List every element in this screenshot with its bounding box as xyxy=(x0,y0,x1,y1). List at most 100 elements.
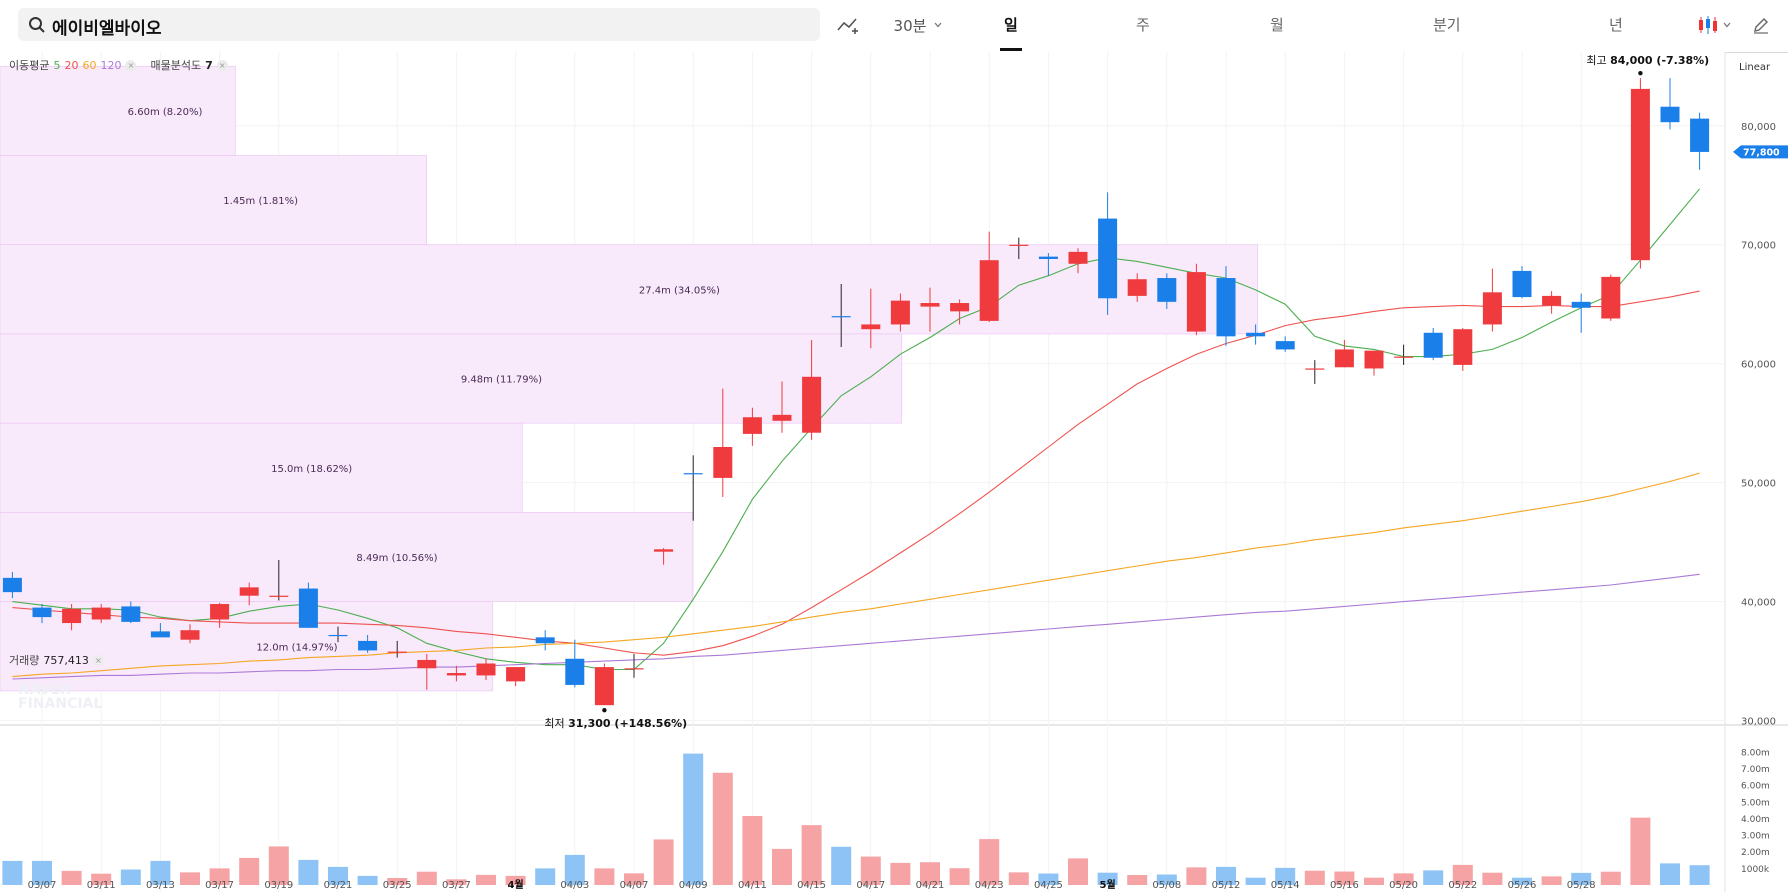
chart-type-select[interactable] xyxy=(1694,9,1734,41)
candle-body xyxy=(1305,368,1325,370)
x-axis-date-label: 05/28 xyxy=(1567,880,1596,891)
close-icon[interactable]: × xyxy=(125,59,137,71)
volume-bar xyxy=(1068,858,1088,885)
candle-body xyxy=(1246,332,1266,337)
candle xyxy=(1571,293,1591,333)
x-axis-date-label: 4월 xyxy=(508,879,524,891)
candle xyxy=(1630,78,1650,269)
volume-bar xyxy=(801,825,822,885)
scale-mode-button[interactable]: Linear xyxy=(1739,62,1771,73)
candle xyxy=(1216,266,1236,346)
volume-bar xyxy=(91,873,112,885)
volume-bar xyxy=(357,875,378,885)
candle xyxy=(1364,350,1384,376)
candle-body xyxy=(713,446,733,478)
candle-body xyxy=(446,673,466,676)
x-axis-date-label: 04/23 xyxy=(975,880,1004,891)
candle xyxy=(624,653,644,678)
candle-body xyxy=(1571,301,1591,308)
candlestick-chart[interactable]: 6.60m (8.20%) 1.45m (1.81%) 27.4m (34.05%)… xyxy=(0,52,1788,892)
candle xyxy=(742,407,762,446)
volume-bar xyxy=(61,870,82,885)
chart-area[interactable]: 6.60m (8.20%) 1.45m (1.81%) 27.4m (34.05%)… xyxy=(0,52,1788,892)
volume-profile-label: 8.49m (10.56%) xyxy=(356,553,437,564)
x-axis-date-label: 03/21 xyxy=(324,880,353,891)
x-axis-date-label: 04/07 xyxy=(620,880,649,891)
candle-body xyxy=(920,303,940,307)
stock-search-box[interactable]: 에이비엘바이오 xyxy=(18,8,820,41)
volume-bar xyxy=(683,753,704,885)
volume-profile-label: 1.45m (1.81%) xyxy=(223,196,298,207)
candle-body xyxy=(150,631,170,638)
volume-bar xyxy=(416,871,437,885)
candle xyxy=(861,288,881,349)
tab-day[interactable]: 일 xyxy=(1004,16,1018,34)
x-axis-date-label: 04/21 xyxy=(916,880,945,891)
x-axis-date-label: 05/12 xyxy=(1212,880,1241,891)
watermark-logo: NAVER FINANCIAL xyxy=(18,682,103,712)
candle-body xyxy=(239,587,259,596)
volume-bar xyxy=(328,866,348,885)
x-axis-date-label: 03/07 xyxy=(28,880,57,891)
candle xyxy=(1275,336,1295,352)
candle-body xyxy=(535,637,555,644)
volume-profile-value: 7 xyxy=(205,58,213,72)
candle-body xyxy=(269,595,289,597)
volume-bar xyxy=(1393,873,1414,885)
x-axis-date-label: 03/27 xyxy=(442,880,471,891)
candle-body xyxy=(1453,329,1473,365)
candle xyxy=(594,663,614,706)
close-icon[interactable]: × xyxy=(216,59,228,71)
candle-body xyxy=(683,473,703,475)
candle-body xyxy=(328,634,348,637)
volume-bar xyxy=(1216,866,1236,885)
candle-body xyxy=(1216,278,1236,337)
candle xyxy=(1660,78,1680,130)
x-axis-date-label: 04/15 xyxy=(797,880,826,891)
volume-bar xyxy=(1127,875,1148,885)
ma-period-60: 60 xyxy=(82,58,97,72)
search-icon xyxy=(29,17,45,33)
tab-quarter[interactable]: 분기 xyxy=(1433,16,1461,34)
candle xyxy=(506,667,526,687)
candle-body xyxy=(890,300,910,325)
candlestick-icon xyxy=(1699,16,1717,34)
indicator-add-icon xyxy=(837,18,858,34)
y-axis-tick-label: 80,000 xyxy=(1741,122,1776,133)
candle xyxy=(535,630,555,651)
x-axis-date-label: 04/11 xyxy=(738,880,767,891)
interval-select[interactable]: 30분 xyxy=(890,9,946,41)
candle-body xyxy=(476,663,496,676)
tab-week[interactable]: 주 xyxy=(1136,16,1150,34)
candle xyxy=(180,624,200,644)
current-price-label: 77,800 xyxy=(1743,147,1780,158)
tab-month[interactable]: 월 xyxy=(1270,16,1284,34)
candle-body xyxy=(1690,118,1710,152)
drawing-tool-button[interactable] xyxy=(1748,9,1774,41)
close-icon[interactable]: × xyxy=(92,654,104,666)
candle-body xyxy=(1601,276,1621,319)
volume-bar xyxy=(920,862,940,885)
candle xyxy=(150,623,170,638)
candle xyxy=(979,231,999,323)
volume-bar xyxy=(1097,872,1118,885)
volume-axis-tick-label: 6.00m xyxy=(1741,782,1770,792)
volume-bar xyxy=(1600,871,1621,885)
low-marker xyxy=(602,707,607,713)
candle xyxy=(210,602,230,628)
candle-body xyxy=(1660,106,1680,123)
candle-body xyxy=(1542,295,1562,306)
volume-bar xyxy=(712,772,733,885)
volume-bar xyxy=(594,868,615,885)
x-axis-date-label: 03/25 xyxy=(383,880,412,891)
x-axis-date-label: 04/09 xyxy=(679,880,708,891)
candle-body xyxy=(861,324,881,330)
candle xyxy=(1157,273,1177,309)
volume-bar xyxy=(1689,865,1710,885)
volume-axis-tick-label: 4.00m xyxy=(1741,815,1770,825)
volume-bar xyxy=(653,839,674,885)
tab-year[interactable]: 년 xyxy=(1609,16,1623,34)
candle-body xyxy=(1334,349,1354,368)
indicator-add-button[interactable] xyxy=(834,9,864,41)
candle-body xyxy=(742,417,762,434)
